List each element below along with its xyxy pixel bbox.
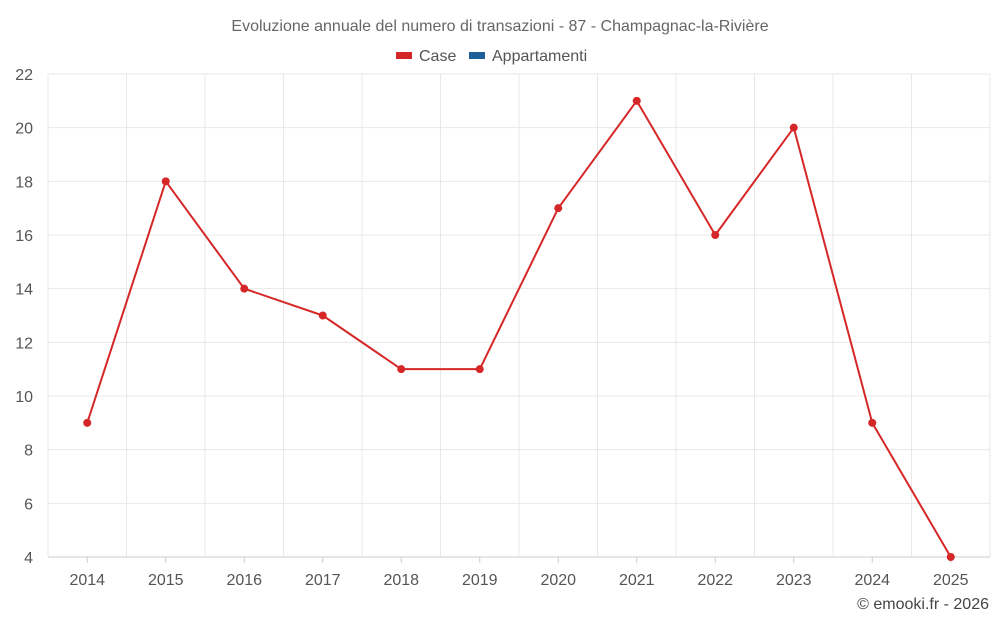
- y-tick-label: 20: [15, 121, 33, 138]
- data-point-case-2025[interactable]: [946, 553, 955, 561]
- data-point-case-2019[interactable]: [475, 365, 484, 374]
- y-tick-label: 22: [15, 67, 33, 84]
- credit-text: © emooki.fr - 2026: [857, 596, 989, 613]
- legend-swatch-case[interactable]: [396, 52, 412, 59]
- data-point-case-2016[interactable]: [240, 284, 249, 293]
- y-tick-label: 14: [15, 282, 33, 299]
- data-point-case-2020[interactable]: [554, 204, 563, 213]
- data-point-case-2017[interactable]: [318, 311, 327, 320]
- y-axis: 4 6 8 10 12 14 16 18 20 22: [15, 67, 33, 567]
- data-point-case-2014[interactable]: [83, 418, 92, 427]
- data-point-case-2023[interactable]: [789, 123, 798, 132]
- y-tick-label: 6: [24, 496, 33, 513]
- y-tick-label: 12: [15, 335, 33, 352]
- data-point-case-2021[interactable]: [632, 96, 641, 105]
- data-point-case-2024[interactable]: [868, 418, 877, 427]
- y-tick-label: 18: [15, 174, 33, 191]
- series-line-case: [86, 99, 952, 558]
- legend: Case Appartamenti: [396, 48, 587, 65]
- x-tick-label: 2025: [933, 572, 969, 589]
- x-tick-label: 2014: [69, 572, 105, 589]
- y-tick-label: 10: [15, 389, 33, 406]
- y-tick-label: 4: [24, 550, 33, 567]
- y-tick-label: 16: [15, 228, 33, 245]
- data-point-case-2015[interactable]: [161, 177, 170, 186]
- legend-label-appartamenti[interactable]: Appartamenti: [492, 48, 587, 65]
- x-tick-label: 2016: [226, 572, 262, 589]
- data-point-case-2022[interactable]: [711, 231, 720, 239]
- x-tick-label: 2020: [540, 572, 576, 589]
- x-tick-label: 2017: [305, 572, 341, 589]
- x-tick-label: 2022: [697, 572, 733, 589]
- x-tick-label: 2021: [619, 572, 655, 589]
- legend-swatch-appartamenti[interactable]: [469, 52, 485, 59]
- series-points: [83, 96, 955, 561]
- data-point-case-2018[interactable]: [397, 365, 406, 374]
- x-tick-label: 2018: [383, 572, 419, 589]
- series-lines: [86, 99, 952, 558]
- x-tick-label: 2023: [776, 572, 812, 589]
- gridlines: [47, 73, 991, 558]
- x-axis: 2014 2015 2016 2017 2018 2019 2020 2021 2022 2023…: [69, 557, 969, 589]
- y-tick-label: 8: [24, 443, 33, 460]
- chart-title: Evoluzione annuale del numero di transaz…: [231, 18, 768, 35]
- x-tick-label: 2015: [148, 572, 184, 589]
- x-tick-label: 2019: [462, 572, 498, 589]
- legend-label-case[interactable]: Case: [419, 48, 456, 65]
- x-tick-label: 2024: [854, 572, 890, 589]
